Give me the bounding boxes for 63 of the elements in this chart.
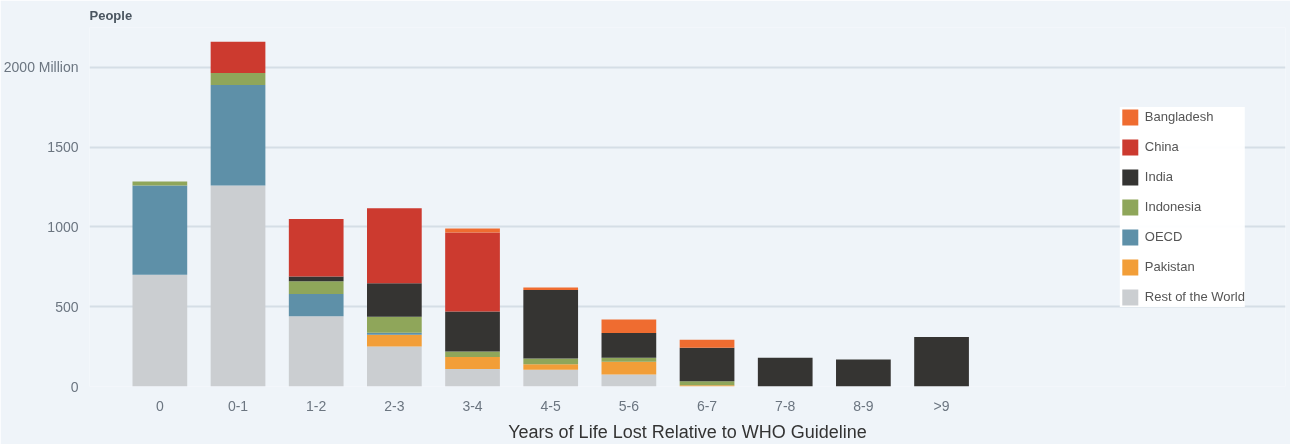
x-axis-title: Years of Life Lost Relative to WHO Guideline — [508, 421, 867, 442]
legend-label: China — [1144, 139, 1179, 154]
bar — [445, 232, 500, 312]
bar — [288, 281, 344, 294]
bar — [601, 319, 657, 334]
y-tick-label: 1000 — [47, 218, 79, 235]
bar — [288, 218, 344, 277]
y-axis-title: People — [89, 7, 133, 23]
bar — [367, 346, 422, 387]
bar — [523, 358, 579, 365]
bar — [445, 351, 500, 357]
bar — [367, 283, 422, 317]
x-tick-label: 7-8 — [775, 397, 796, 414]
bar — [367, 334, 422, 347]
legend-label: Indonesia — [1144, 199, 1202, 214]
bar — [679, 339, 735, 348]
bar — [679, 381, 735, 386]
legend-label: India — [1144, 169, 1173, 184]
bar — [445, 356, 500, 369]
legend-label: OECD — [1144, 229, 1183, 244]
x-tick-label: >9 — [933, 397, 950, 414]
bar — [601, 357, 657, 362]
bar — [523, 289, 579, 359]
x-tick-label: 1-2 — [306, 397, 327, 414]
bar — [523, 369, 579, 387]
bar — [132, 274, 188, 387]
x-tick-label: 4-5 — [540, 397, 562, 414]
bar — [210, 72, 266, 85]
y-tick-label: 2000 Million — [3, 59, 79, 76]
y-tick-label: 0 — [70, 378, 79, 395]
legend-label: Rest of the World — [1144, 289, 1245, 304]
x-tick-label: 0-1 — [227, 397, 249, 414]
x-tick-label: 2-3 — [384, 397, 405, 414]
bar — [132, 185, 188, 275]
bar — [601, 361, 657, 375]
bar — [288, 293, 344, 317]
bar — [914, 337, 969, 387]
bar — [288, 276, 344, 282]
bar — [523, 364, 579, 370]
bar — [210, 41, 266, 73]
legend-label: Pakistan — [1144, 259, 1195, 274]
y-tick-label: 500 — [55, 298, 79, 315]
bar — [445, 311, 500, 352]
bar — [210, 185, 266, 387]
x-tick-label: 3-4 — [462, 397, 483, 414]
bar — [367, 316, 422, 333]
bar — [288, 316, 344, 387]
bar — [757, 357, 813, 387]
x-tick-label: 0 — [155, 397, 164, 414]
x-tick-label: 8-9 — [853, 397, 874, 414]
bar — [210, 84, 266, 186]
bar — [836, 359, 891, 387]
bar — [132, 181, 188, 186]
legend-label: Bangladesh — [1144, 109, 1214, 124]
bar — [601, 333, 657, 358]
bar — [679, 347, 735, 382]
x-tick-label: 5-6 — [618, 397, 640, 414]
bar — [601, 374, 657, 387]
y-tick-label: 1500 — [47, 139, 79, 156]
bar — [445, 368, 500, 387]
bar — [367, 208, 422, 284]
bar — [445, 228, 500, 233]
x-tick-label: 6-7 — [696, 397, 718, 414]
